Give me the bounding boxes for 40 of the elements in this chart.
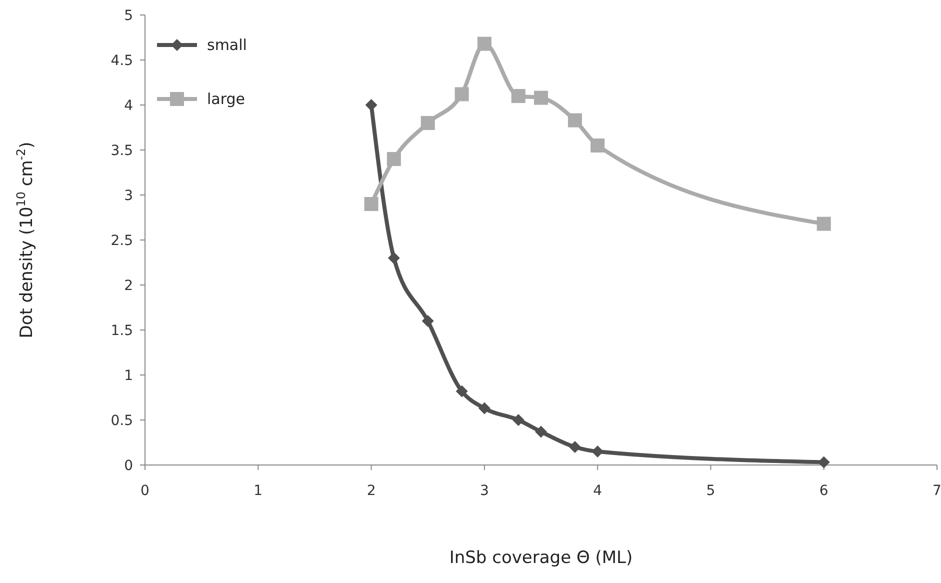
point [816,216,831,231]
point [478,402,490,414]
x-tick-label: 1 [254,483,263,499]
y-tick-label: 4 [124,98,134,114]
y-tick-label: 2.5 [110,233,133,249]
point [568,441,581,453]
point [454,87,469,102]
y-tick-label: 3.5 [110,143,133,159]
point [365,99,378,111]
legend-label: small [207,36,247,54]
point [456,385,468,398]
x-tick-label: 4 [593,483,602,499]
y-tick-label: 3 [124,188,133,204]
legend-label: large [207,90,246,108]
x-tick-label: 5 [706,483,716,499]
x-tick-label: 3 [480,483,489,499]
point [386,152,401,166]
y-tick-label: 5 [124,8,133,24]
point [422,315,434,327]
point [590,138,605,152]
point [512,414,524,426]
x-tick-label: 7 [932,483,941,499]
point [477,36,492,51]
y-tick-label: 0 [124,458,133,474]
point [420,116,435,130]
x-tick-label: 6 [819,483,828,499]
y-tick-label: 1 [124,368,133,384]
point [535,426,547,438]
point [511,89,526,103]
point [364,197,378,211]
point [568,113,582,128]
x-axis-title: InSb coverage Θ (ML) [449,548,633,568]
point [534,90,548,105]
y-tick-label: 1.5 [110,323,133,339]
y-tick-label: 0.5 [110,413,133,429]
x-tick-label: 2 [366,483,376,499]
y-tick-label: 4.5 [110,53,133,69]
point [388,252,400,264]
x-tick-label: 0 [140,483,150,499]
y-tick-label: 2 [124,278,133,294]
